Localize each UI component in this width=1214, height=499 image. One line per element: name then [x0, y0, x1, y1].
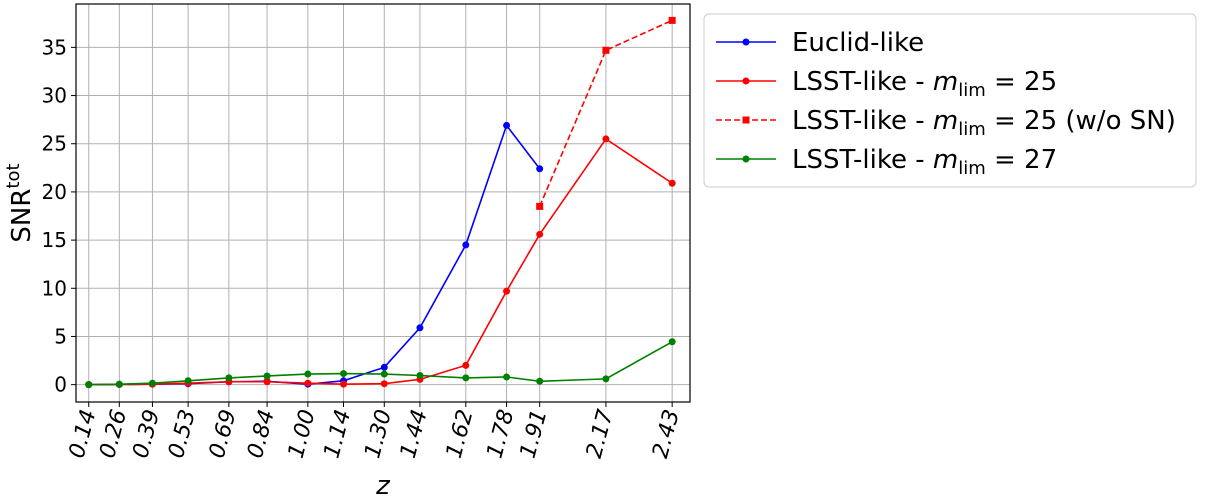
series-2 [536, 16, 676, 210]
x-tick-label: 1.91 [516, 407, 553, 461]
x-tick-label: 0.69 [205, 407, 242, 461]
series-3 [85, 338, 676, 389]
data-point [602, 375, 610, 383]
x-tick-label: 1.30 [360, 407, 397, 461]
legend: Euclid-like LSST-like - mlim = 25 LSST-lik… [703, 13, 1197, 188]
data-point [602, 135, 610, 143]
data-point [148, 379, 156, 387]
data-point [304, 379, 312, 387]
x-tick-label: 0.39 [128, 407, 165, 461]
data-point [115, 380, 123, 388]
legend-item: LSST-like - mlim = 25 (w/o SN) [716, 106, 1176, 140]
x-axis-label: z [375, 471, 391, 499]
data-point [380, 370, 388, 378]
legend-label: LSST-like - mlim = 27 [792, 145, 1057, 179]
data-point [416, 324, 424, 332]
legend-label: Euclid-like [792, 28, 924, 58]
series-line [538, 19, 673, 207]
legend-item: LSST-like - mlim = 25 [716, 67, 1057, 101]
data-point [304, 370, 312, 378]
y-tick-label: 35 [42, 35, 67, 59]
x-tick-label: 1.44 [396, 407, 433, 461]
y-axis-ticks: 0 5 10 15 20 25 30 35 [42, 35, 76, 397]
y-tick-label: 0 [54, 373, 67, 397]
series-1 [85, 135, 676, 389]
series-line [88, 341, 673, 386]
data-point [602, 46, 610, 54]
y-tick-label: 5 [54, 324, 67, 348]
legend-marker [742, 38, 750, 46]
y-tick-label: 10 [42, 276, 67, 300]
legend-item: Euclid-like [716, 28, 924, 58]
data-point [503, 287, 511, 295]
grid [76, 4, 690, 402]
data-point [503, 373, 511, 381]
data-point [668, 338, 676, 346]
data-point [225, 374, 233, 382]
data-point [184, 377, 192, 385]
data-point [380, 380, 388, 388]
y-axis-label: SNRtot [3, 163, 37, 242]
x-tick-label: 1.78 [483, 407, 520, 461]
x-tick-label: 0.84 [243, 407, 280, 461]
data-point [503, 121, 511, 129]
x-tick-label: 1.00 [284, 407, 321, 461]
data-point [263, 378, 271, 386]
plot-series [85, 16, 676, 389]
data-point [462, 241, 470, 249]
y-tick-label: 15 [42, 228, 67, 252]
data-point [85, 381, 93, 389]
data-point [536, 202, 544, 210]
legend-label: LSST-like - mlim = 25 [792, 67, 1057, 101]
data-point [340, 380, 348, 388]
data-point [536, 377, 544, 385]
legend-marker [742, 77, 750, 85]
data-point [668, 179, 676, 187]
series-line [88, 123, 541, 386]
series-line [88, 137, 673, 386]
y-tick-label: 20 [42, 180, 67, 204]
legend-marker [742, 116, 750, 124]
data-point [416, 371, 424, 379]
legend-marker [742, 155, 750, 163]
x-tick-label: 1.62 [442, 407, 479, 461]
x-tick-label: 1.14 [319, 407, 356, 461]
data-point [380, 363, 388, 371]
data-point [536, 165, 544, 173]
x-tick-label: 2.43 [648, 407, 685, 461]
y-axis-label-text: SNRtot [3, 163, 37, 242]
y-tick-label: 30 [42, 84, 67, 108]
y-tick-label: 25 [42, 132, 67, 156]
data-point [668, 16, 676, 24]
legend-item: LSST-like - mlim = 27 [716, 145, 1057, 179]
data-point [536, 230, 544, 238]
data-point [263, 372, 271, 380]
x-axis-ticks: 0.140.260.390.53 0.69 0.84 1.001.14 1.301.44… [65, 402, 685, 461]
legend-box [703, 13, 1197, 188]
data-point [462, 374, 470, 382]
legend-label: LSST-like - mlim = 25 (w/o SN) [792, 106, 1176, 140]
data-point [340, 370, 348, 378]
plot-frame [75, 3, 691, 403]
x-tick-label: 0.53 [164, 407, 201, 461]
data-point [462, 361, 470, 369]
x-tick-label: 2.17 [582, 407, 619, 461]
